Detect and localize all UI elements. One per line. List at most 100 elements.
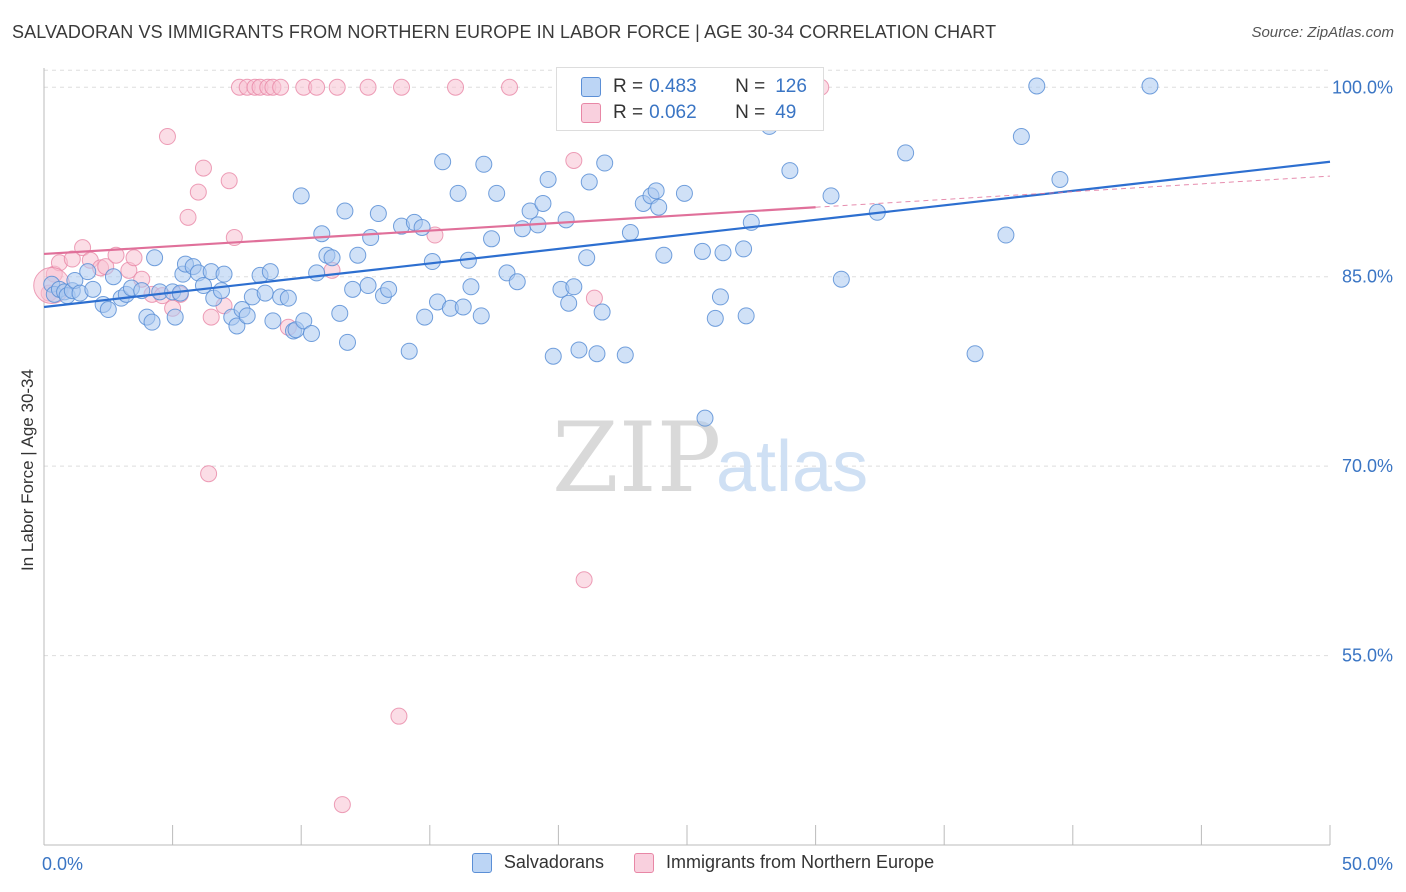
data-point-salvadorans bbox=[84, 280, 102, 298]
data-point-salvadorans bbox=[261, 263, 279, 281]
data-point-salvadorans bbox=[655, 246, 673, 264]
data-point-salvadorans bbox=[488, 184, 506, 202]
data-point-salvadorans bbox=[331, 304, 349, 322]
r-label: R = bbox=[613, 102, 644, 123]
legend-swatch-pink bbox=[581, 103, 601, 123]
data-point-salvadorans bbox=[369, 205, 387, 223]
data-point-salvadorans bbox=[711, 288, 729, 306]
data-point-salvadorans bbox=[483, 230, 501, 248]
legend-item-salvadorans[interactable]: Salvadorans bbox=[471, 852, 604, 873]
data-point-northern-europe bbox=[393, 78, 411, 96]
data-point-salvadorans bbox=[362, 229, 380, 247]
data-point-northern-europe bbox=[179, 208, 197, 226]
data-point-salvadorans bbox=[79, 263, 97, 281]
y-tick-label: 85.0% bbox=[1342, 267, 1393, 287]
data-point-northern-europe bbox=[575, 571, 593, 589]
r-value: 0.483 bbox=[649, 76, 697, 97]
y-tick-label: 55.0% bbox=[1342, 646, 1393, 666]
watermark: ZIP atlas bbox=[552, 402, 868, 514]
data-point-northern-europe bbox=[333, 796, 351, 814]
chart-title: SALVADORAN VS IMMIGRANTS FROM NORTHERN E… bbox=[12, 22, 997, 42]
data-point-salvadorans bbox=[295, 312, 313, 330]
data-point-salvadorans bbox=[696, 409, 714, 427]
trend-line-northern-europe bbox=[43, 206, 816, 256]
data-point-salvadorans bbox=[416, 308, 434, 326]
data-point-northern-europe bbox=[272, 78, 290, 96]
data-point-salvadorans bbox=[693, 242, 711, 260]
data-point-salvadorans bbox=[475, 155, 493, 173]
data-point-salvadorans bbox=[359, 277, 377, 295]
data-point-salvadorans bbox=[1028, 77, 1046, 95]
data-point-northern-europe bbox=[308, 78, 326, 96]
watermark-atlas: atlas bbox=[716, 427, 868, 507]
data-point-northern-europe bbox=[189, 183, 207, 201]
data-point-salvadorans bbox=[565, 278, 583, 296]
y-tick-labels: 100.0% 85.0% 70.0% 55.0% bbox=[1332, 77, 1393, 665]
data-point-salvadorans bbox=[735, 240, 753, 258]
data-point-northern-europe bbox=[158, 128, 176, 146]
data-point-salvadorans bbox=[472, 307, 490, 325]
data-point-salvadorans bbox=[215, 265, 233, 283]
data-point-salvadorans bbox=[302, 325, 320, 343]
trend-line-northern-europe-extension bbox=[815, 175, 1331, 208]
r-value: 0.062 bbox=[649, 102, 697, 123]
data-point-salvadorans bbox=[737, 307, 755, 325]
data-point-salvadorans bbox=[146, 249, 164, 267]
data-point-salvadorans bbox=[308, 264, 326, 282]
data-point-salvadorans bbox=[578, 249, 596, 267]
legend-label-salvadorans: Salvadorans bbox=[503, 852, 604, 872]
data-point-salvadorans bbox=[413, 218, 431, 236]
gridlines bbox=[44, 69, 1330, 657]
data-point-northern-europe bbox=[202, 308, 220, 326]
data-point-salvadorans bbox=[588, 345, 606, 363]
data-point-salvadorans bbox=[647, 182, 665, 200]
data-point-northern-europe bbox=[125, 249, 143, 267]
data-point-salvadorans bbox=[616, 346, 634, 364]
data-point-salvadorans bbox=[143, 313, 161, 331]
data-point-salvadorans bbox=[264, 312, 282, 330]
data-point-salvadorans bbox=[104, 268, 122, 286]
trend-line-salvadorans bbox=[43, 160, 1331, 309]
y-tick-label: 100.0% bbox=[1332, 77, 1393, 97]
data-point-northern-europe bbox=[585, 289, 603, 307]
source-label: Source: ZipAtlas.com bbox=[1251, 24, 1394, 41]
data-point-salvadorans bbox=[593, 303, 611, 321]
data-point-salvadorans bbox=[212, 282, 230, 300]
data-point-salvadorans bbox=[570, 341, 588, 359]
data-point-salvadorans bbox=[650, 198, 668, 216]
axes bbox=[43, 68, 1331, 846]
data-point-salvadorans bbox=[966, 345, 984, 363]
x-tick-label: 0.0% bbox=[42, 854, 83, 874]
n-value: 49 bbox=[775, 102, 797, 123]
legend-swatch-pink bbox=[633, 852, 654, 873]
data-point-salvadorans bbox=[292, 187, 310, 205]
legend-label-northern-europe: Immigrants from Northern Europe bbox=[665, 852, 935, 872]
series-legend: Salvadorans Immigrants from Northern Eur… bbox=[0, 852, 1406, 873]
data-point-salvadorans bbox=[897, 144, 915, 162]
trend-lines bbox=[43, 160, 1331, 309]
data-point-salvadorans bbox=[449, 184, 467, 202]
data-point-northern-europe bbox=[447, 78, 465, 96]
data-point-salvadorans bbox=[1051, 170, 1069, 188]
legend-row-northern-europe: R = 0.062 N = 49 bbox=[581, 100, 847, 126]
stats-legend: R = 0.483 N = 126 R = 0.062 N = 49 bbox=[556, 67, 824, 131]
data-point-salvadorans bbox=[508, 273, 526, 291]
data-point-salvadorans bbox=[99, 301, 117, 319]
data-point-northern-europe bbox=[501, 78, 519, 96]
n-label: N = bbox=[735, 102, 766, 123]
data-point-northern-europe bbox=[565, 152, 583, 170]
x-tick-label: 50.0% bbox=[1342, 854, 1393, 874]
n-label: N = bbox=[735, 76, 766, 97]
data-point-salvadorans bbox=[434, 153, 452, 171]
data-point-salvadorans bbox=[338, 333, 356, 351]
y-tick-label: 70.0% bbox=[1342, 456, 1393, 476]
data-point-salvadorans bbox=[997, 226, 1015, 244]
data-point-salvadorans bbox=[238, 307, 256, 325]
data-point-northern-europe bbox=[359, 78, 377, 96]
data-point-salvadorans bbox=[336, 202, 354, 220]
legend-item-northern-europe[interactable]: Immigrants from Northern Europe bbox=[633, 852, 935, 873]
data-point-northern-europe bbox=[63, 250, 81, 268]
legend-swatch-blue bbox=[581, 77, 601, 97]
data-point-salvadorans bbox=[380, 280, 398, 298]
